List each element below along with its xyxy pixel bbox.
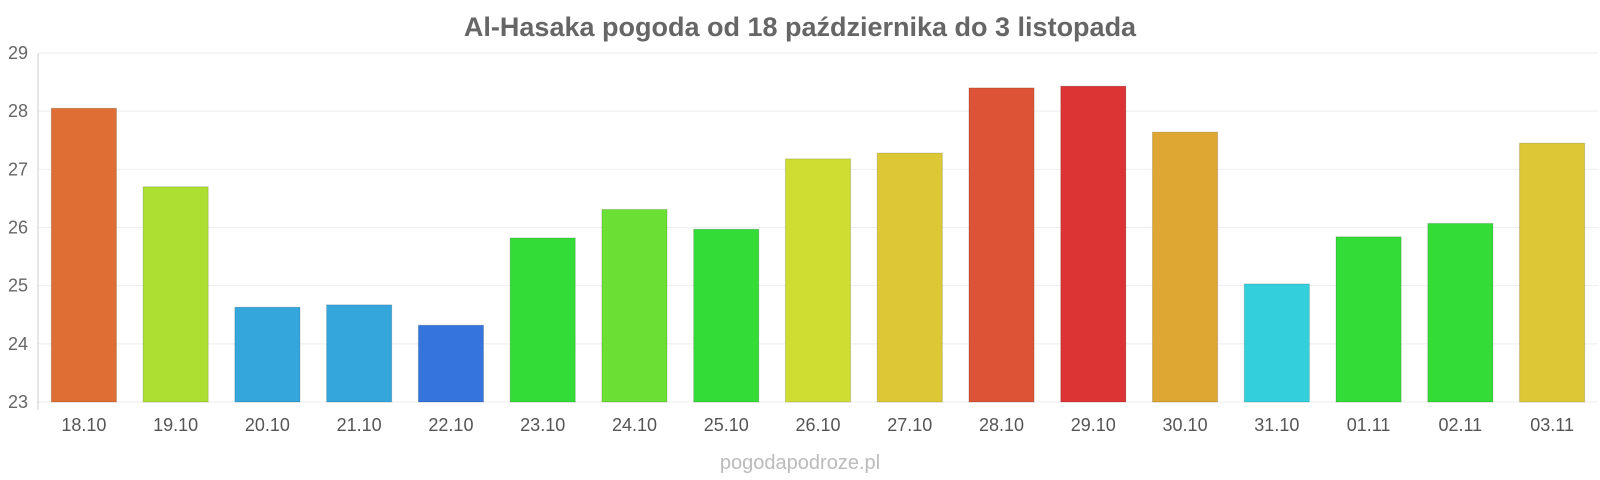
bar-18.10 (50, 107, 117, 403)
bar-21.10 (326, 304, 393, 403)
bars (50, 85, 1586, 403)
bar-23.10 (509, 237, 576, 403)
x-tick-label: 26.10 (795, 415, 840, 435)
bar-26.10 (784, 158, 852, 403)
y-axis: 23 24 25 26 27 28 29 (8, 43, 28, 412)
x-tick-label: 23.10 (520, 415, 565, 435)
y-tick-label: 27 (8, 159, 28, 179)
bar-25.10 (693, 228, 760, 403)
bar-22.10 (417, 324, 485, 403)
x-tick-label: 31.10 (1254, 415, 1299, 435)
x-tick-label: 27.10 (887, 415, 932, 435)
chart-title: Al-Hasaka pogoda od 18 października do 3… (464, 12, 1137, 42)
bar-31.10 (1243, 283, 1310, 403)
x-tick-label: 21.10 (337, 415, 382, 435)
y-tick-label: 26 (8, 218, 28, 238)
y-tick-label: 24 (8, 334, 28, 354)
y-tick-label: 28 (8, 101, 28, 121)
x-axis: 18.10 19.10 20.10 21.10 22.10 23.10 24.10 25.10… (61, 415, 1574, 435)
bar-24.10 (601, 208, 668, 403)
y-tick-label: 29 (8, 43, 28, 63)
bar-27.10 (876, 152, 943, 403)
x-tick-label: 30.10 (1163, 415, 1208, 435)
bar-03.11 (1519, 142, 1586, 403)
x-tick-label: 28.10 (979, 415, 1024, 435)
bar-19.10 (142, 186, 209, 403)
x-tick-label: 02.11 (1438, 415, 1482, 435)
bar-02.11 (1427, 222, 1494, 403)
x-tick-label: 18.10 (61, 415, 106, 435)
y-tick-label: 25 (8, 276, 28, 296)
x-tick-label: 01.11 (1347, 415, 1391, 435)
bar-20.10 (234, 306, 301, 403)
bar-30.10 (1151, 131, 1219, 403)
x-tick-label: 20.10 (245, 415, 290, 435)
bar-01.11 (1335, 236, 1402, 403)
x-tick-label: 25.10 (704, 415, 749, 435)
x-tick-label: 29.10 (1071, 415, 1116, 435)
x-tick-label: 03.11 (1530, 415, 1574, 435)
y-tick-label: 23 (8, 392, 28, 412)
watermark-text: pogodapodroze.pl (720, 452, 880, 474)
bar-29.10 (1060, 85, 1127, 403)
x-tick-label: 24.10 (612, 415, 657, 435)
x-tick-label: 19.10 (153, 415, 198, 435)
bar-28.10 (968, 87, 1035, 403)
x-tick-label: 22.10 (428, 415, 473, 435)
